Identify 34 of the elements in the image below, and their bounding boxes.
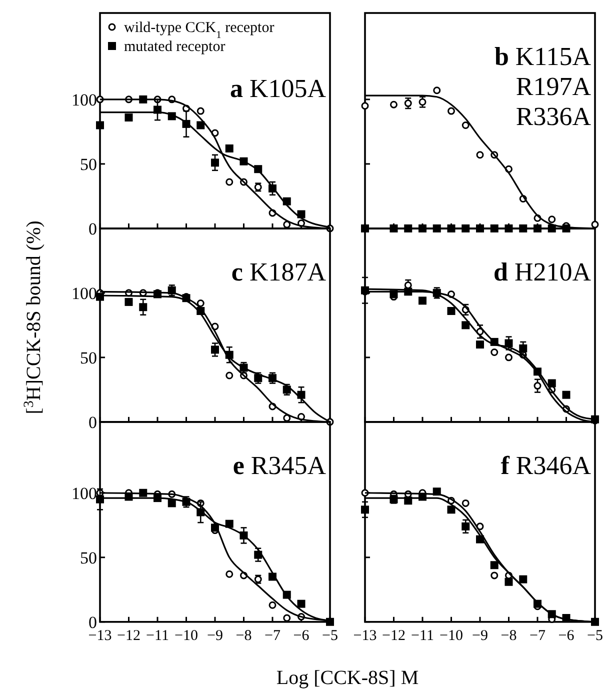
x-tick-label: −9 — [207, 628, 223, 644]
x-axis-title: Log [CCK-8S] M — [276, 666, 419, 689]
x-tick-label: −12 — [117, 628, 140, 644]
legend-label: mutated receptor — [124, 39, 226, 55]
x-tick-label: −11 — [146, 628, 169, 644]
y-tick-label: 50 — [80, 154, 97, 174]
y-tick-label: 0 — [88, 412, 97, 432]
legend-label: wild-type CCK$_{1}$ receptor — [124, 20, 274, 40]
x-tick-label: −5 — [322, 628, 338, 644]
x-tick-label: −11 — [411, 628, 434, 644]
x-tick-label: −12 — [382, 628, 406, 644]
x-tick-label: −9 — [472, 628, 488, 644]
y-tick-label: 0 — [88, 219, 97, 238]
x-tick-label: −10 — [174, 628, 198, 644]
x-tick-label: −7 — [264, 628, 281, 644]
y-tick-label: 100 — [72, 90, 97, 110]
text: f R346A — [500, 450, 592, 480]
x-tick-label: −7 — [530, 628, 546, 644]
y-tick-label: 100 — [72, 284, 97, 303]
x-tick-label: −13 — [353, 628, 377, 644]
text: d H210A — [493, 257, 592, 286]
x-tick-label: −5 — [587, 628, 603, 644]
text: b K115A R197A R336A — [494, 42, 592, 131]
text: e R345A — [232, 450, 326, 480]
y-tick-label: 50 — [80, 548, 97, 568]
x-tick-label: −8 — [500, 628, 517, 644]
y-tick-label: 100 — [72, 484, 97, 503]
x-tick-label: −8 — [236, 628, 252, 644]
x-tick-label: −6 — [293, 628, 310, 644]
x-tick-label: −6 — [558, 628, 575, 644]
text: c K187A — [231, 257, 326, 286]
text: a K105A — [230, 74, 326, 103]
x-tick-label: −10 — [440, 628, 463, 644]
y-tick-label: 50 — [80, 348, 97, 368]
